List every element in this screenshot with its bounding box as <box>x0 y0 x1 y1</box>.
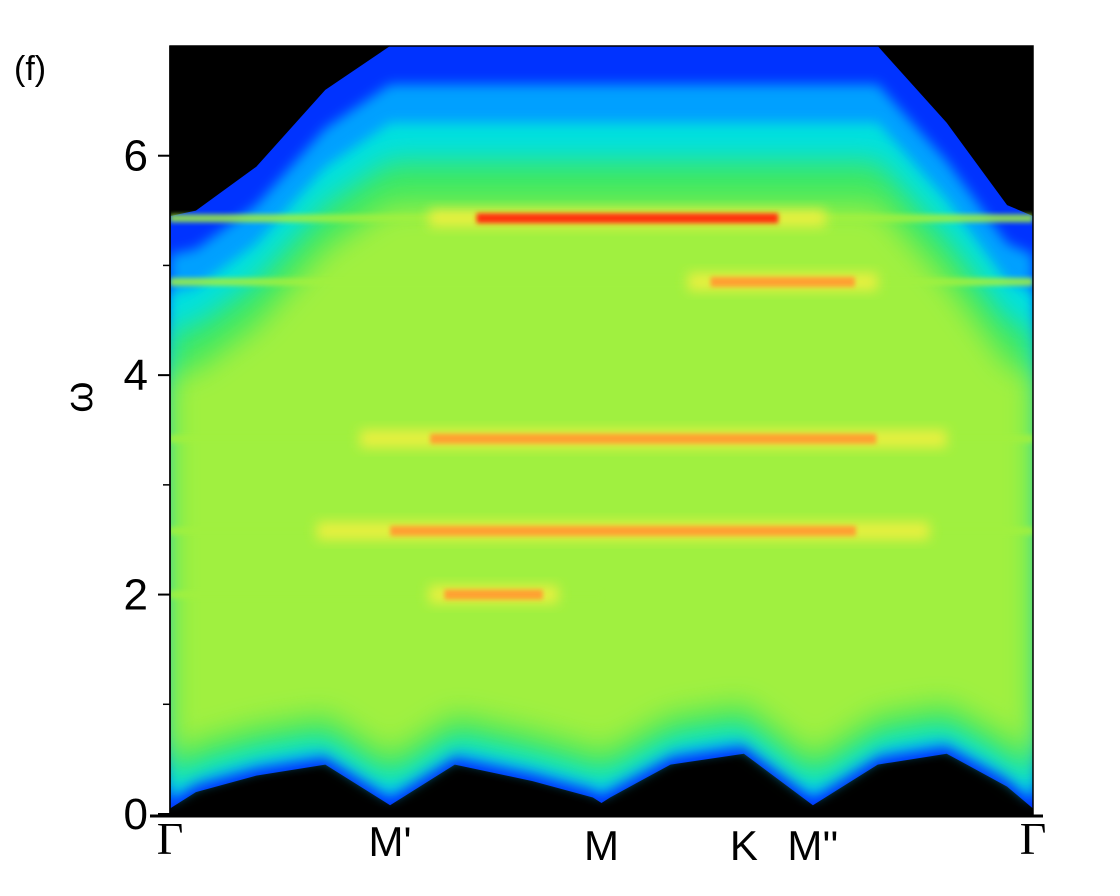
y-axis: 0 2 4 6 <box>124 46 171 839</box>
x-tick-label: Γ <box>1020 813 1047 864</box>
flat-band <box>170 590 602 599</box>
plot-area <box>169 45 1034 815</box>
flat-band-peak <box>390 525 856 536</box>
flat-band-peak <box>444 589 543 600</box>
flat-bands <box>170 209 1033 604</box>
y-tick-label: 2 <box>124 571 148 620</box>
y-tick-label: 6 <box>124 132 148 181</box>
flat-band-peak <box>710 276 855 287</box>
x-tick-label: M <box>584 822 619 869</box>
intensity-layer <box>170 205 1033 760</box>
flat-band-peak <box>476 213 779 224</box>
flat-band-peak <box>430 433 877 444</box>
x-tick-label: Γ <box>157 813 184 864</box>
x-tick-label: M'' <box>787 822 838 869</box>
intensity-map <box>170 46 1033 809</box>
x-axis: Γ M' M K M'' Γ <box>150 813 1046 869</box>
x-tick-label: M' <box>369 818 412 865</box>
panel-label: (f) <box>14 50 46 88</box>
y-axis-label: ω <box>57 381 101 412</box>
flat-band <box>170 277 1033 286</box>
y-tick-label: 0 <box>124 790 148 839</box>
y-tick-label: 4 <box>124 351 148 400</box>
x-tick-label: K <box>730 822 758 869</box>
